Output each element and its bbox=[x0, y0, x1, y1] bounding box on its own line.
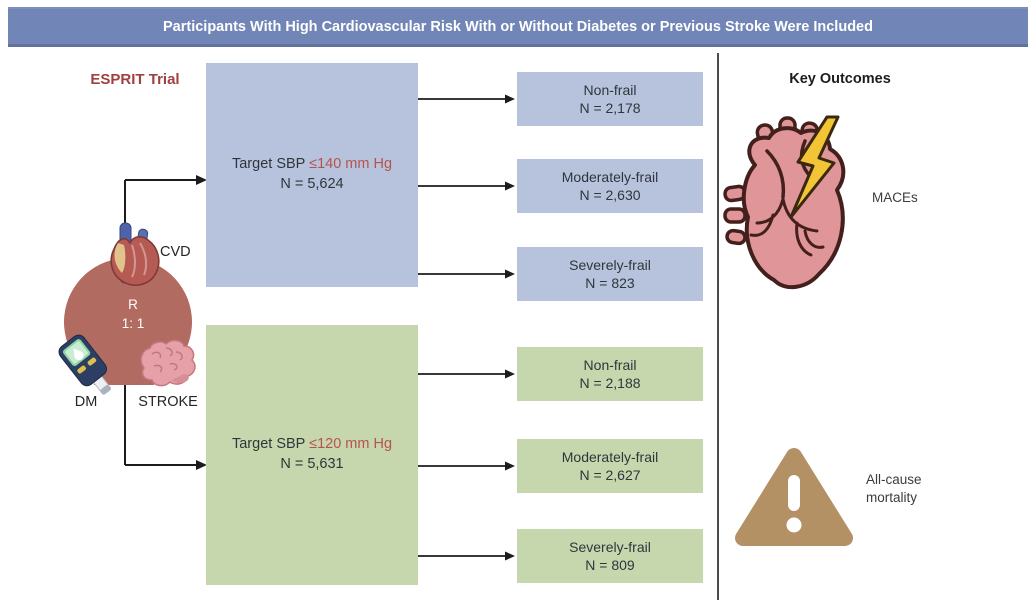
subgroup-label: Non-frail bbox=[583, 81, 637, 98]
subgroup-box: Severely-frail N = 823 bbox=[517, 247, 703, 301]
subgroup-n: N = 823 bbox=[585, 275, 635, 291]
risk-label-dm: DM bbox=[74, 394, 98, 410]
outcome-label-maces: MACEs bbox=[872, 190, 918, 205]
arm-n: N = 5,631 bbox=[280, 456, 344, 472]
subgroup-box: Moderately-frail N = 2,627 bbox=[517, 439, 703, 493]
arm-label: Target SBP ≤140 mm Hg bbox=[232, 155, 392, 175]
randomization-ratio: 1: 1 bbox=[121, 316, 145, 331]
glucose-meter-icon bbox=[58, 334, 112, 395]
outcome-label-mortality: All-cause mortality bbox=[866, 472, 922, 506]
risk-label-cvd: CVD bbox=[160, 244, 191, 260]
arm-label-prefix: Target SBP bbox=[231, 156, 306, 173]
subgroup-n: N = 2,630 bbox=[579, 187, 641, 203]
lightning-bolt bbox=[789, 115, 840, 219]
arm-box-sbp120: Target SBP ≤120 mm Hg N = 5,631 bbox=[206, 325, 418, 585]
subgroup-label: Severely-frail bbox=[569, 538, 651, 555]
arm-box-sbp140: Target SBP ≤140 mm Hg N = 5,624 bbox=[206, 63, 418, 287]
subgroup-arrows bbox=[418, 94, 515, 561]
key-outcomes-title: Key Outcomes bbox=[789, 71, 891, 87]
randomization-figure bbox=[58, 175, 207, 470]
subgroup-box: Non-frail N = 2,188 bbox=[517, 347, 703, 401]
subgroup-box: Severely-frail N = 809 bbox=[517, 529, 703, 583]
subgroup-n: N = 2,627 bbox=[579, 467, 641, 483]
anatomical-heart-icon bbox=[110, 222, 160, 286]
arm-n: N = 5,624 bbox=[280, 176, 344, 192]
section-divider bbox=[717, 53, 719, 600]
subgroup-n: N = 2,188 bbox=[579, 375, 641, 391]
arm-label-value: ≤120 mm Hg bbox=[309, 436, 393, 453]
subgroup-label: Severely-frail bbox=[569, 256, 651, 273]
brain-icon bbox=[140, 339, 196, 387]
randomization-r: R bbox=[128, 297, 138, 312]
subgroup-n: N = 2,178 bbox=[579, 100, 641, 116]
subgroup-label: Non-frail bbox=[583, 356, 637, 373]
subgroup-box: Non-frail N = 2,178 bbox=[517, 72, 703, 126]
arm-label-prefix: Target SBP bbox=[231, 436, 306, 453]
heart-lightning-icon bbox=[723, 115, 846, 290]
subgroup-label: Moderately-frail bbox=[561, 168, 659, 185]
warning-triangle-icon bbox=[735, 448, 853, 546]
arm-label: Target SBP ≤120 mm Hg bbox=[232, 435, 392, 455]
subgroup-box: Moderately-frail N = 2,630 bbox=[517, 159, 703, 213]
banner: Participants With High Cardiovascular Ri… bbox=[8, 7, 1028, 47]
risk-label-stroke: STROKE bbox=[138, 394, 198, 410]
arm-label-value: ≤140 mm Hg bbox=[309, 156, 393, 173]
banner-title: Participants With High Cardiovascular Ri… bbox=[163, 19, 873, 35]
subgroup-n: N = 809 bbox=[585, 557, 635, 573]
subgroup-label: Moderately-frail bbox=[561, 448, 659, 465]
trial-name: ESPRIT Trial bbox=[90, 71, 180, 88]
